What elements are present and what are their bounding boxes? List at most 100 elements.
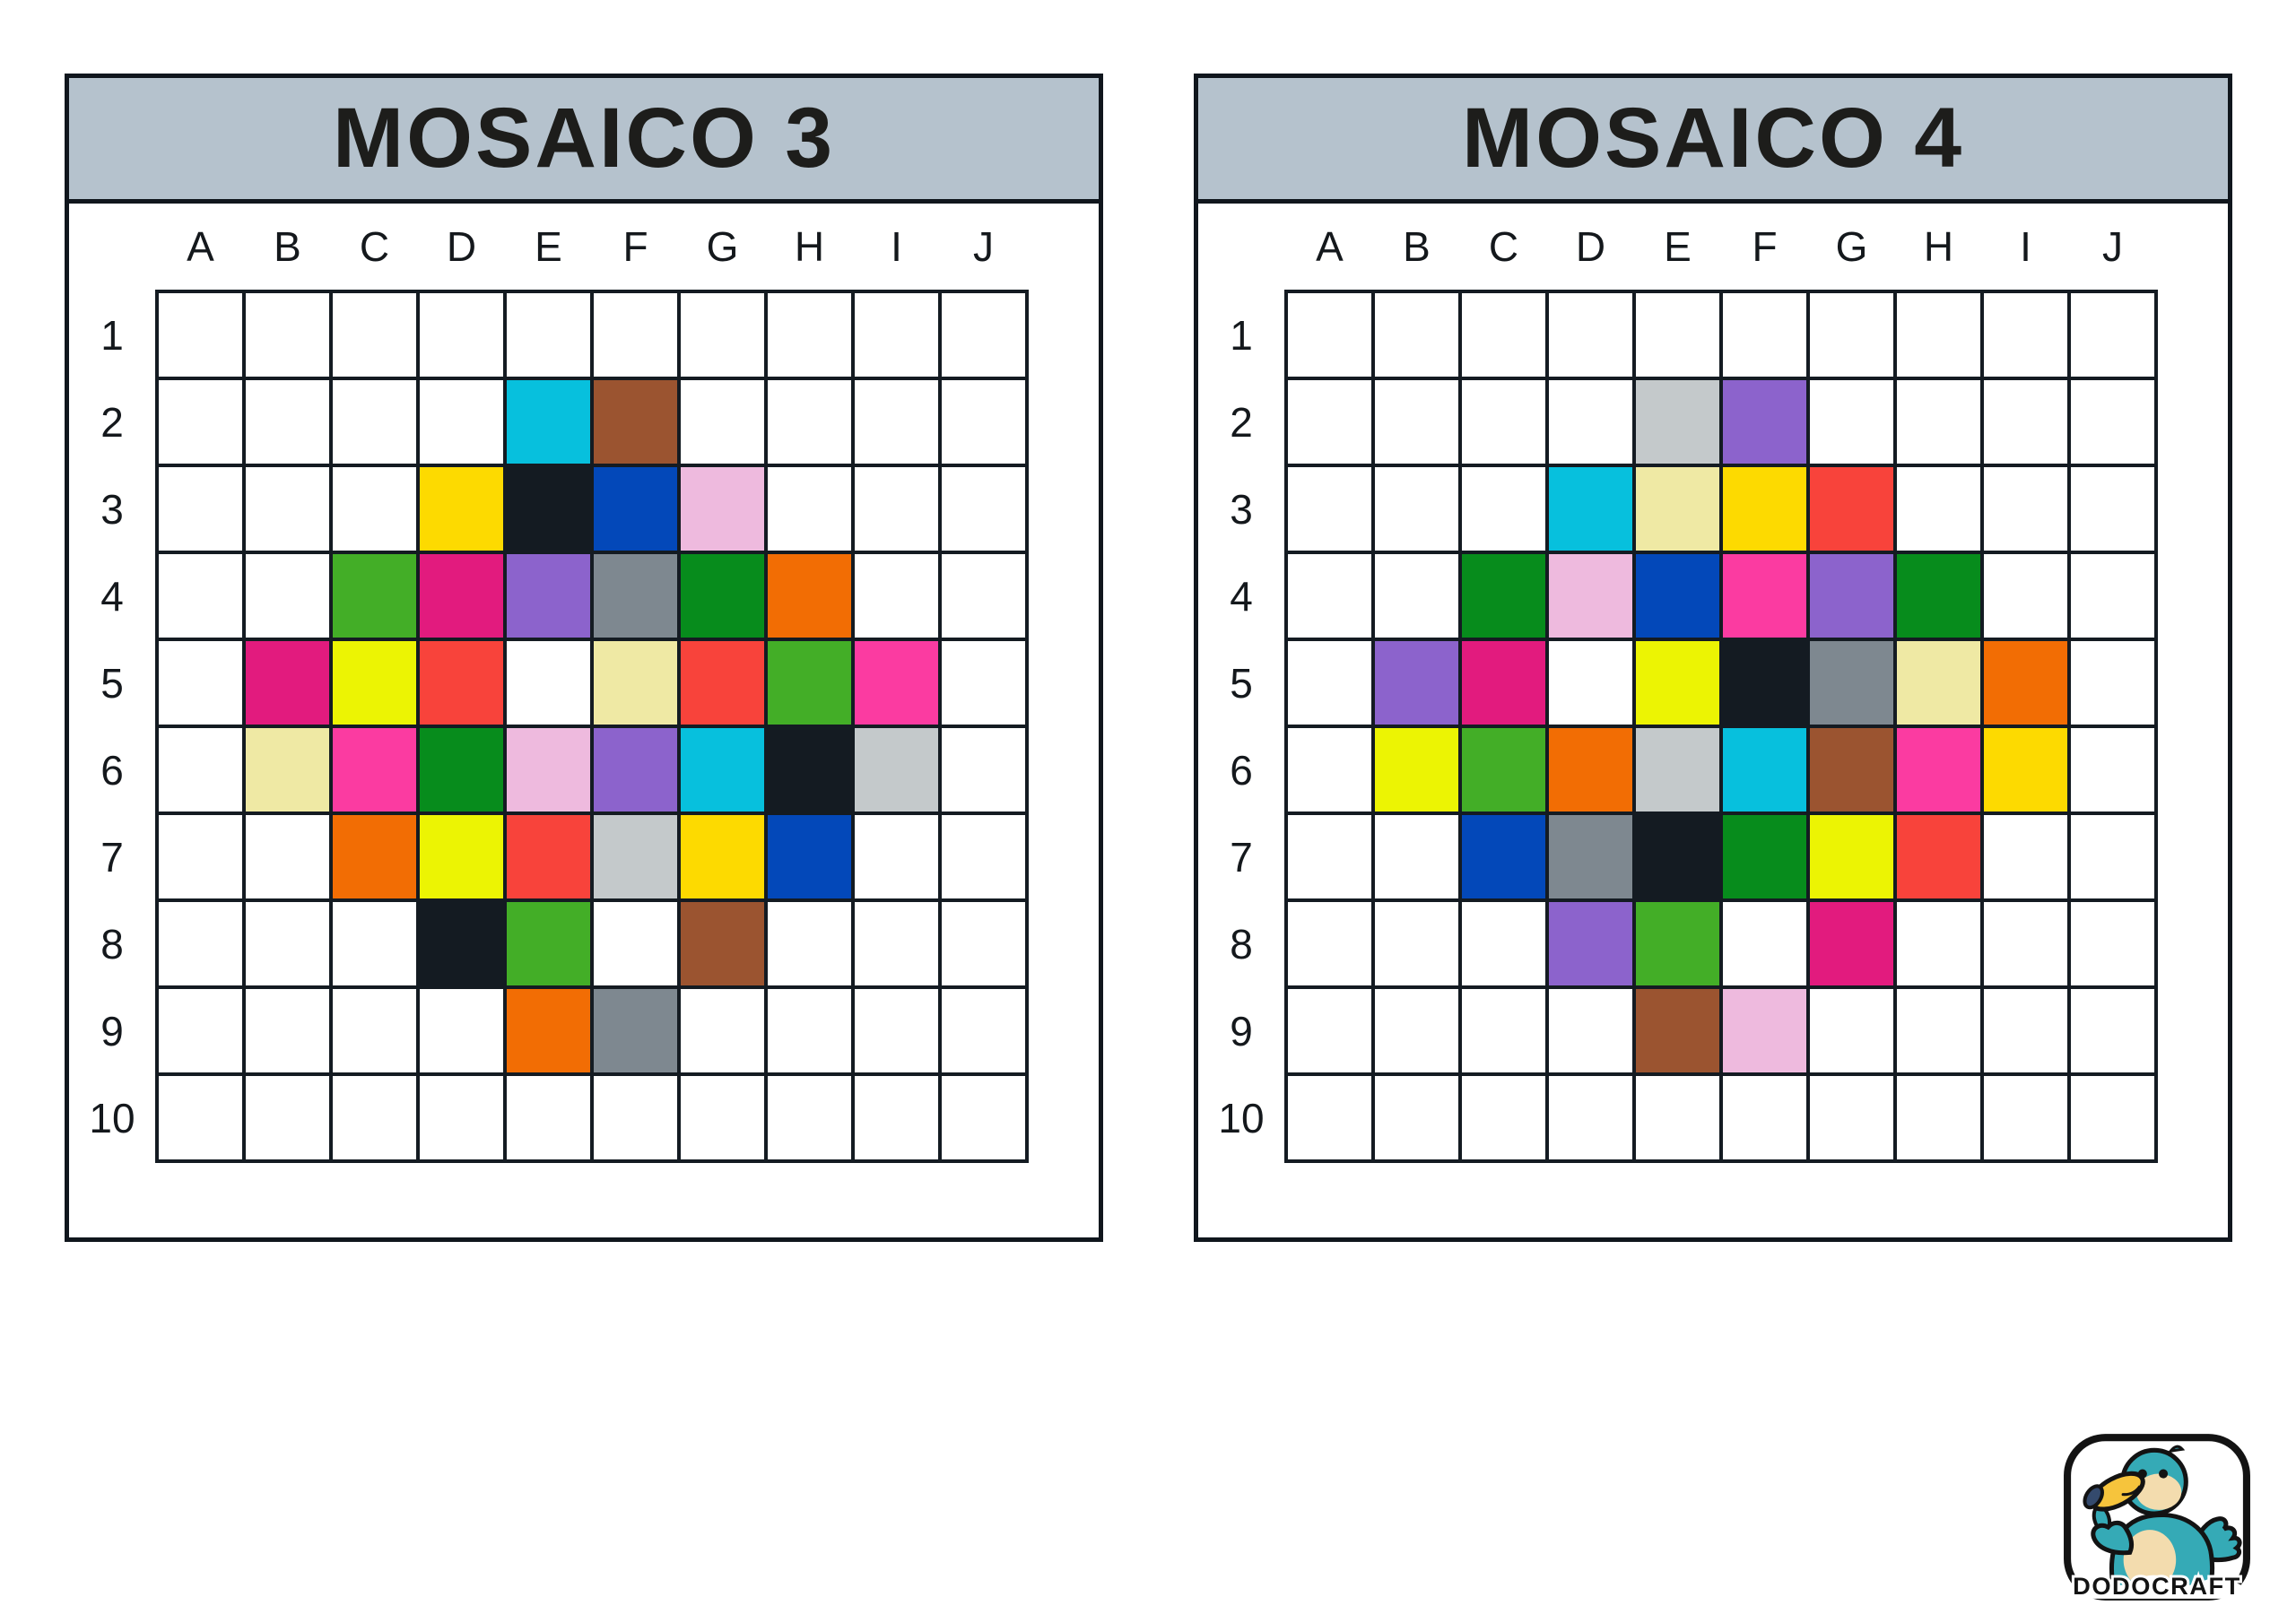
cell-A10 bbox=[159, 1076, 242, 1159]
cell-H6 bbox=[768, 728, 851, 812]
col-label-J: J bbox=[2102, 223, 2123, 270]
cell-E5 bbox=[507, 641, 590, 725]
cell-C7 bbox=[1462, 815, 1545, 898]
cell-C10 bbox=[1462, 1076, 1545, 1159]
cell-D8 bbox=[420, 902, 503, 985]
cell-G10 bbox=[1810, 1076, 1893, 1159]
cell-I9 bbox=[855, 989, 938, 1072]
grid-corner-spacer bbox=[69, 204, 155, 290]
cell-I8 bbox=[1984, 902, 2067, 985]
cell-H9 bbox=[1897, 989, 1980, 1072]
row-label-9: 9 bbox=[100, 1007, 124, 1055]
cell-F5 bbox=[1723, 641, 1806, 725]
cell-H8 bbox=[1897, 902, 1980, 985]
cell-I10 bbox=[855, 1076, 938, 1159]
cell-J10 bbox=[2071, 1076, 2154, 1159]
cell-B10 bbox=[246, 1076, 329, 1159]
cell-E10 bbox=[1636, 1076, 1719, 1159]
cell-B5 bbox=[246, 641, 329, 725]
cell-A2 bbox=[1288, 380, 1371, 464]
cell-E7 bbox=[1636, 815, 1719, 898]
cell-J5 bbox=[2071, 641, 2154, 725]
col-label-F: F bbox=[1752, 223, 1778, 270]
cell-D4 bbox=[1549, 554, 1632, 638]
cell-A3 bbox=[1288, 467, 1371, 551]
mosaic-3-column-labels: A B C D E F G H I J bbox=[155, 204, 1029, 290]
cell-G6 bbox=[1810, 728, 1893, 812]
cell-A6 bbox=[1288, 728, 1371, 812]
cell-H7 bbox=[1897, 815, 1980, 898]
cell-A6 bbox=[159, 728, 242, 812]
col-label-I: I bbox=[891, 223, 902, 270]
row-label-6: 6 bbox=[1230, 746, 1253, 794]
cell-G3 bbox=[1810, 467, 1893, 551]
cell-I5 bbox=[855, 641, 938, 725]
cell-J3 bbox=[942, 467, 1025, 551]
cell-D6 bbox=[420, 728, 503, 812]
cell-B1 bbox=[1375, 293, 1458, 377]
cell-B7 bbox=[246, 815, 329, 898]
cell-F1 bbox=[594, 293, 677, 377]
row-label-8: 8 bbox=[100, 920, 124, 968]
cell-B3 bbox=[246, 467, 329, 551]
cell-B4 bbox=[1375, 554, 1458, 638]
cell-H3 bbox=[768, 467, 851, 551]
cell-E8 bbox=[507, 902, 590, 985]
cell-E2 bbox=[507, 380, 590, 464]
cell-A5 bbox=[159, 641, 242, 725]
cell-H5 bbox=[1897, 641, 1980, 725]
cell-H4 bbox=[1897, 554, 1980, 638]
cell-E2 bbox=[1636, 380, 1719, 464]
cell-I6 bbox=[1984, 728, 2067, 812]
cell-D8 bbox=[1549, 902, 1632, 985]
cell-F1 bbox=[1723, 293, 1806, 377]
col-label-B: B bbox=[274, 223, 301, 270]
cell-I4 bbox=[855, 554, 938, 638]
cell-I1 bbox=[855, 293, 938, 377]
cell-H7 bbox=[768, 815, 851, 898]
cell-F4 bbox=[1723, 554, 1806, 638]
col-label-H: H bbox=[794, 223, 825, 270]
cell-C6 bbox=[333, 728, 416, 812]
cell-H10 bbox=[768, 1076, 851, 1159]
cell-F2 bbox=[594, 380, 677, 464]
cell-I6 bbox=[855, 728, 938, 812]
col-label-A: A bbox=[1316, 223, 1344, 270]
cell-I8 bbox=[855, 902, 938, 985]
cell-H5 bbox=[768, 641, 851, 725]
cell-C1 bbox=[1462, 293, 1545, 377]
cell-C5 bbox=[333, 641, 416, 725]
cell-C4 bbox=[333, 554, 416, 638]
cell-F10 bbox=[1723, 1076, 1806, 1159]
col-label-E: E bbox=[535, 223, 562, 270]
cell-B8 bbox=[246, 902, 329, 985]
cell-F7 bbox=[1723, 815, 1806, 898]
cell-I3 bbox=[855, 467, 938, 551]
cell-A10 bbox=[1288, 1076, 1371, 1159]
row-label-1: 1 bbox=[1230, 311, 1253, 359]
cell-D2 bbox=[420, 380, 503, 464]
row-label-1: 1 bbox=[100, 311, 124, 359]
col-label-D: D bbox=[1575, 223, 1606, 270]
cell-H2 bbox=[768, 380, 851, 464]
cell-C2 bbox=[1462, 380, 1545, 464]
cell-E3 bbox=[1636, 467, 1719, 551]
mosaic-3-grid: A B C D E F G H I J 1 2 3 4 5 6 7 8 9 10 bbox=[69, 204, 1099, 1163]
cell-E4 bbox=[507, 554, 590, 638]
cell-H4 bbox=[768, 554, 851, 638]
cell-E3 bbox=[507, 467, 590, 551]
row-label-4: 4 bbox=[1230, 572, 1253, 620]
cell-A7 bbox=[159, 815, 242, 898]
cell-D7 bbox=[420, 815, 503, 898]
cell-G7 bbox=[1810, 815, 1893, 898]
cell-F4 bbox=[594, 554, 677, 638]
cell-I1 bbox=[1984, 293, 2067, 377]
row-label-8: 8 bbox=[1230, 920, 1253, 968]
cell-E9 bbox=[507, 989, 590, 1072]
grid-corner-spacer bbox=[1198, 204, 1284, 290]
dodo-eye bbox=[2159, 1469, 2169, 1479]
cell-J4 bbox=[2071, 554, 2154, 638]
cell-A4 bbox=[1288, 554, 1371, 638]
cell-B4 bbox=[246, 554, 329, 638]
cell-D9 bbox=[420, 989, 503, 1072]
